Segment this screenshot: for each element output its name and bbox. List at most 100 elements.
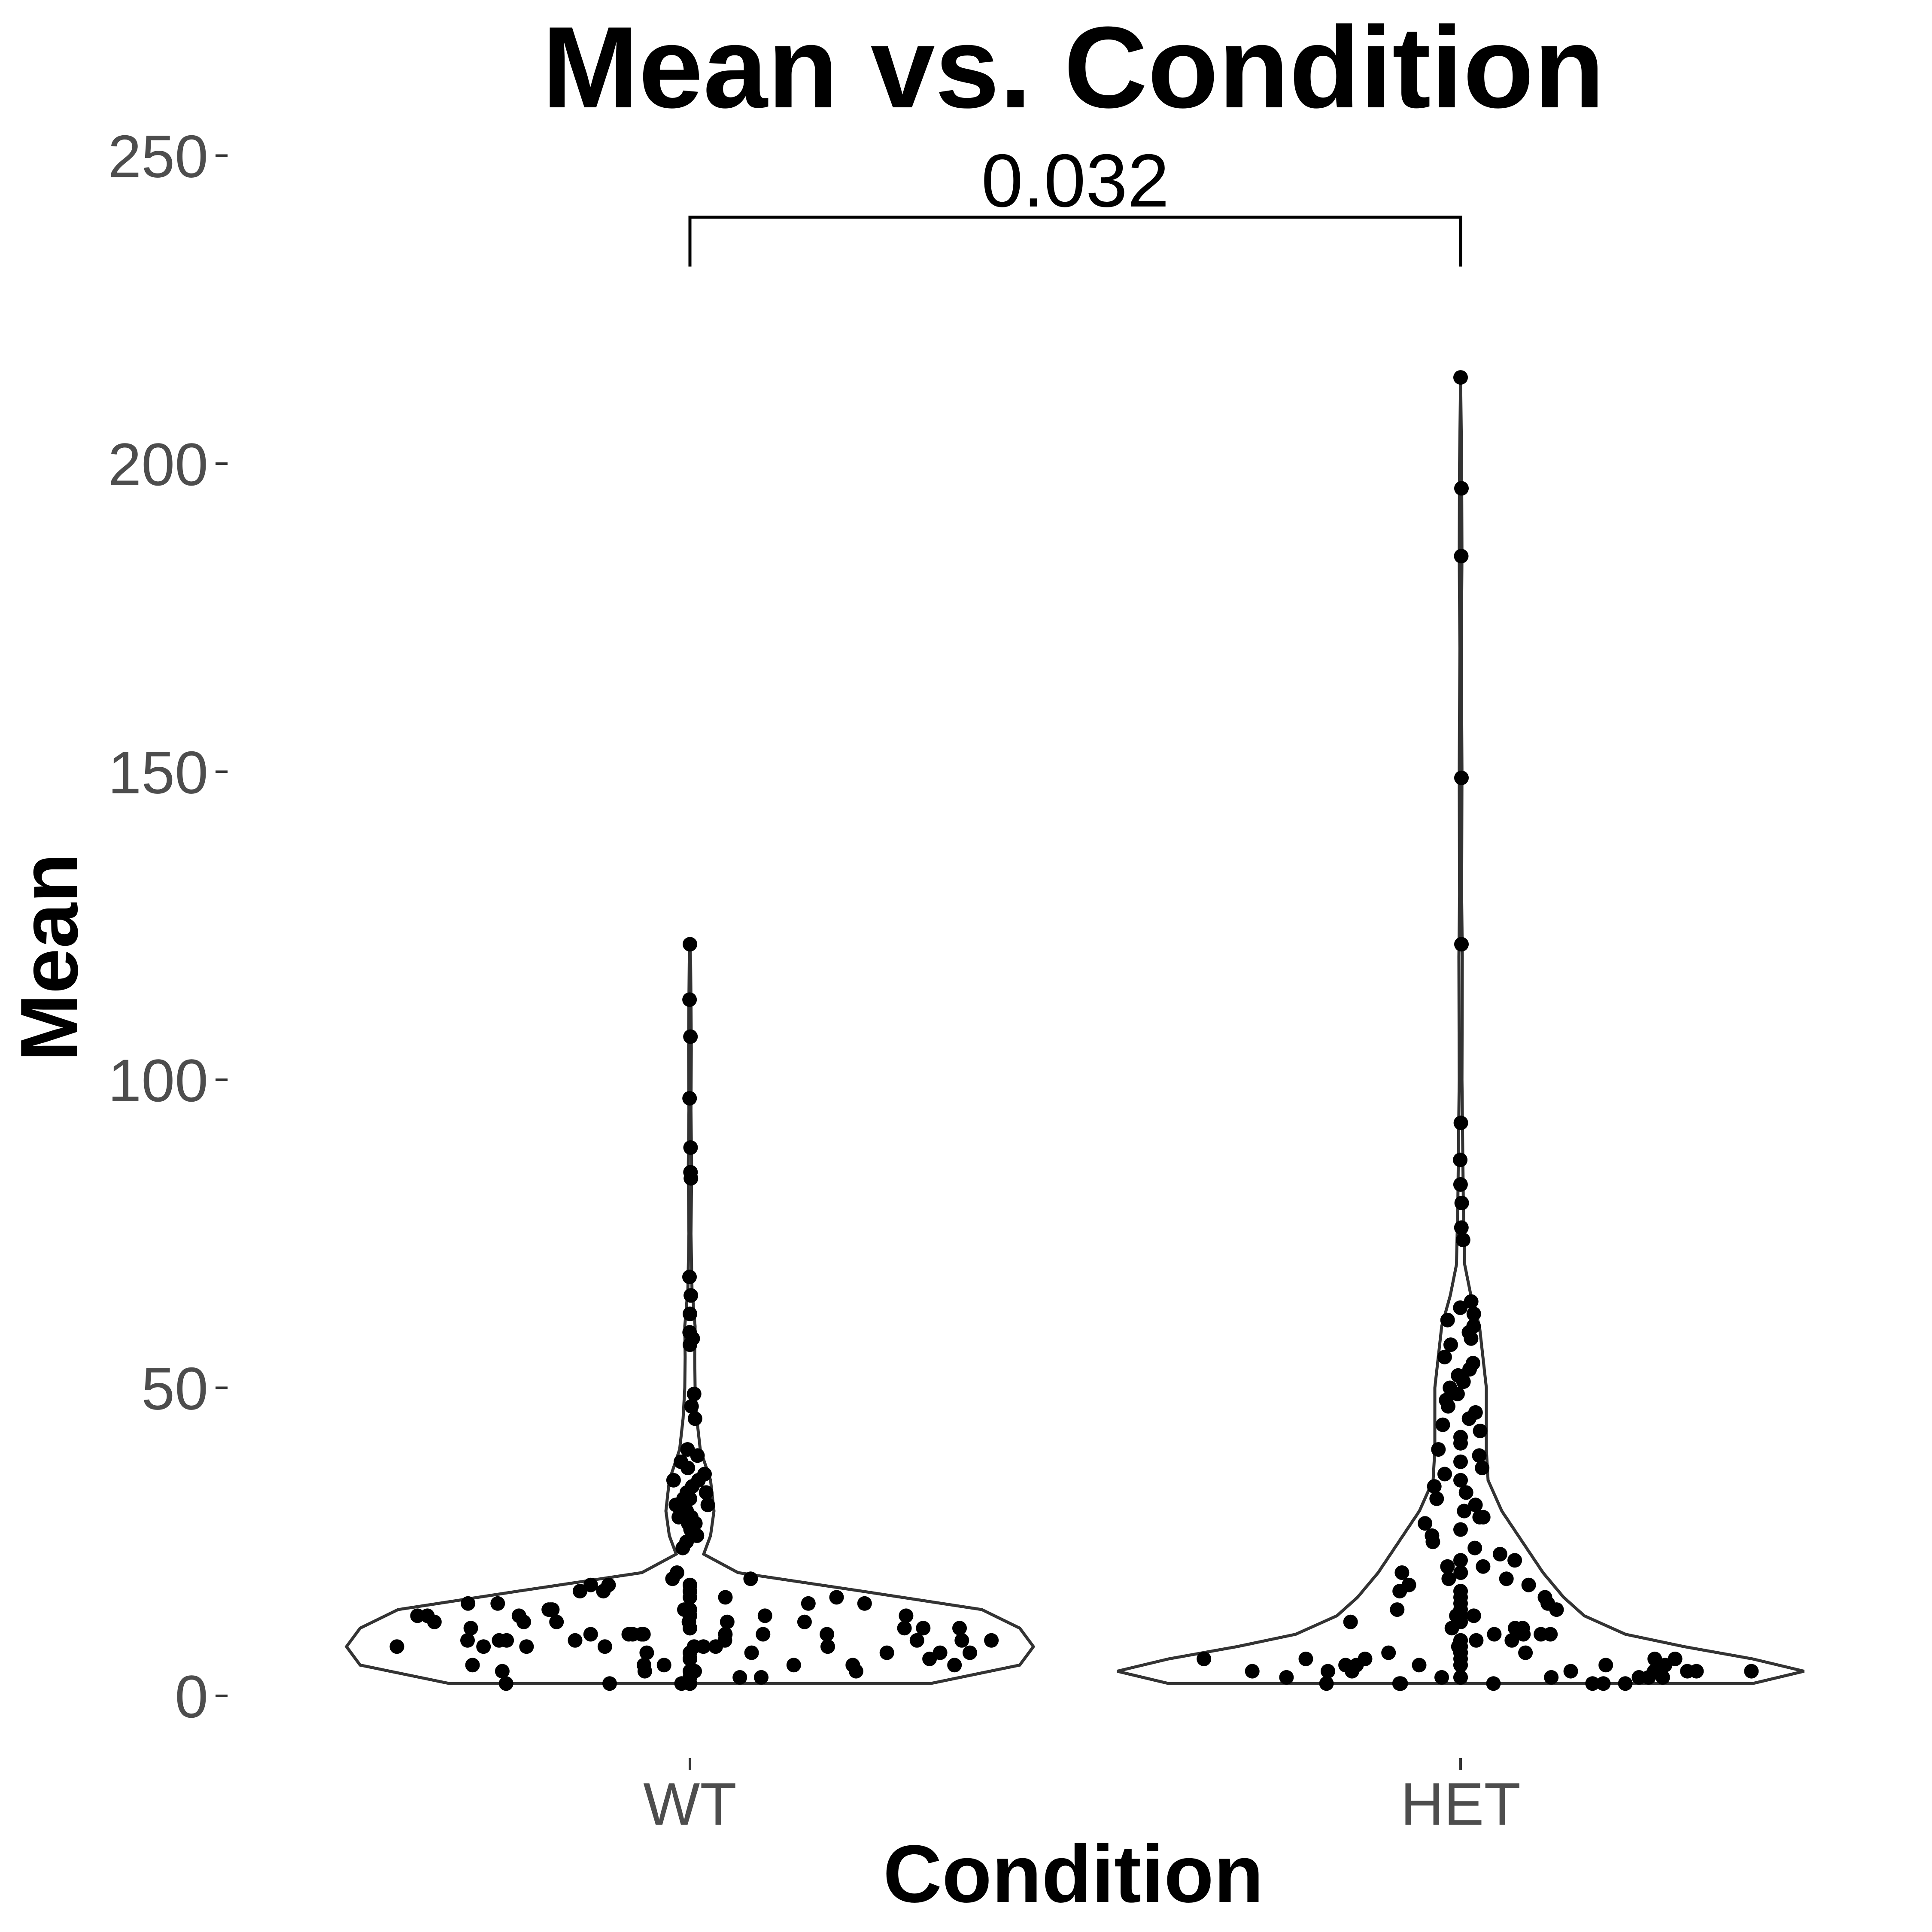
data-point: [1472, 1510, 1487, 1525]
data-point: [1453, 1658, 1468, 1673]
violins: [344, 377, 1804, 1685]
data-point: [1454, 549, 1469, 564]
data-point: [1466, 1306, 1481, 1321]
data-point: [625, 1627, 640, 1642]
y-axis-title: Mean: [4, 853, 95, 1062]
data-point: [682, 1270, 697, 1285]
data-point: [1450, 1386, 1465, 1401]
data-point: [682, 992, 697, 1007]
data-point: [1504, 1633, 1519, 1648]
data-point: [460, 1633, 475, 1648]
data-point: [1454, 937, 1469, 952]
data-point: [1453, 1436, 1468, 1451]
data-point: [684, 1399, 699, 1414]
data-point: [492, 1633, 507, 1648]
data-point: [1486, 1676, 1501, 1691]
data-point: [1390, 1602, 1405, 1617]
data-point: [1499, 1571, 1514, 1586]
data-point: [543, 1602, 558, 1617]
y-tick-label: 150: [108, 739, 208, 806]
data-point: [1518, 1645, 1533, 1660]
data-point: [490, 1596, 505, 1611]
data-point: [583, 1577, 598, 1592]
data-point: [519, 1639, 534, 1654]
data-point: [1441, 1399, 1455, 1414]
data-point: [820, 1639, 835, 1654]
data-point: [463, 1621, 478, 1636]
data-point: [682, 1091, 697, 1106]
data-point: [656, 1658, 671, 1673]
data-point: [1464, 1331, 1479, 1346]
data-point: [1457, 1504, 1472, 1519]
data-point: [1392, 1584, 1407, 1599]
data-point: [1487, 1627, 1502, 1642]
y-tick-label: 50: [141, 1355, 208, 1422]
x-axis-title: Condition: [883, 1829, 1264, 1920]
data-point: [1492, 1546, 1507, 1561]
data-point: [933, 1645, 948, 1660]
data-point: [1431, 1442, 1446, 1457]
data-point: [1321, 1664, 1335, 1679]
data-point: [954, 1633, 969, 1648]
data-point: [947, 1658, 962, 1673]
data-point: [1343, 1614, 1358, 1629]
data-point: [1441, 1571, 1456, 1586]
data-point: [1631, 1670, 1646, 1685]
data-point: [637, 1664, 652, 1679]
data-point: [1549, 1602, 1564, 1617]
data-point: [465, 1658, 480, 1673]
data-point: [476, 1639, 491, 1654]
data-point: [1437, 1467, 1452, 1482]
data-point: [1466, 1608, 1481, 1623]
data-point: [1462, 1362, 1477, 1377]
data-point: [757, 1608, 772, 1623]
data-point: [389, 1639, 404, 1654]
data-point: [1453, 1152, 1468, 1167]
data-point: [899, 1608, 914, 1623]
data-point: [1585, 1676, 1600, 1691]
data-point: [1454, 1220, 1469, 1235]
data-point: [1298, 1651, 1313, 1666]
data-point: [665, 1571, 680, 1586]
data-point: [879, 1645, 894, 1660]
data-point: [427, 1614, 442, 1629]
data-point: [639, 1645, 654, 1660]
data-point: [596, 1584, 611, 1599]
data-point: [1472, 1448, 1487, 1463]
data-point: [963, 1645, 977, 1660]
y-tick-label: 0: [175, 1663, 208, 1730]
data-point: [683, 1676, 697, 1691]
data-point: [549, 1614, 564, 1629]
data-point: [1469, 1633, 1484, 1648]
data-point: [922, 1651, 937, 1666]
data-point: [683, 1306, 697, 1321]
data-point: [683, 1288, 699, 1303]
data-point: [602, 1676, 617, 1691]
data-point: [666, 1473, 681, 1488]
data-point: [743, 1571, 758, 1586]
data-point: [1345, 1664, 1359, 1679]
data-point: [683, 1621, 697, 1636]
data-point: [848, 1664, 863, 1679]
data-point: [1453, 1670, 1468, 1685]
data-point: [683, 937, 697, 952]
data-point: [636, 1627, 651, 1642]
chart-title: Mean vs. Condition: [542, 3, 1604, 132]
data-point: [1443, 1337, 1458, 1352]
data-point: [1475, 1461, 1490, 1476]
data-point: [820, 1627, 835, 1642]
data-point: [683, 1171, 699, 1186]
data-point: [1453, 370, 1468, 385]
data-point: [583, 1627, 598, 1642]
data-point: [916, 1621, 931, 1636]
data-point: [1476, 1559, 1491, 1574]
data-point: [498, 1676, 513, 1691]
data-point: [1453, 1115, 1468, 1130]
data-point: [1444, 1621, 1459, 1636]
p-value-label: 0.032: [981, 139, 1170, 223]
data-point: [1279, 1670, 1294, 1685]
data-point: [1658, 1658, 1673, 1673]
data-point: [680, 1461, 696, 1476]
data-point: [687, 1386, 702, 1401]
